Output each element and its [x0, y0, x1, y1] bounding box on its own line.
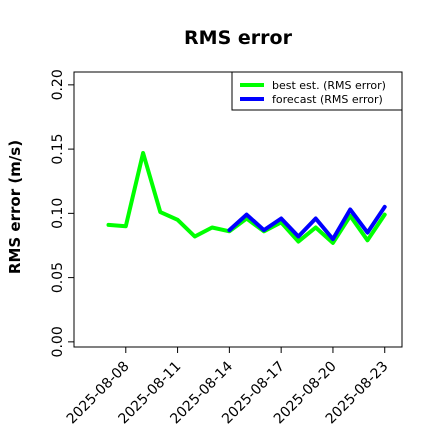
series-forecast-line — [227, 204, 387, 242]
series-best-estimate-line — [106, 151, 387, 245]
y-axis-label: RMS error (m/s) — [6, 140, 24, 274]
y-tick-label: 0.20 — [50, 69, 66, 100]
legend-box — [231, 71, 403, 111]
y-tick-label: 0.10 — [50, 198, 66, 229]
legend-label: best est. (RMS error) — [272, 79, 386, 92]
y-tick-label: 0.00 — [50, 326, 66, 357]
plot-frame — [73, 71, 403, 348]
y-tick-label: 0.15 — [50, 134, 66, 165]
legend-label: forecast (RMS error) — [272, 93, 383, 106]
x-axis: 2025-08-082025-08-112025-08-142025-08-17… — [64, 347, 392, 427]
chart-title: RMS error — [184, 27, 293, 49]
legend: best est. (RMS error)forecast (RMS error… — [231, 71, 403, 111]
y-axis: 0.00 0.05 0.10 0.15 0.20 — [50, 69, 74, 357]
series-layer — [106, 151, 387, 245]
y-tick-label: 0.05 — [50, 262, 66, 293]
